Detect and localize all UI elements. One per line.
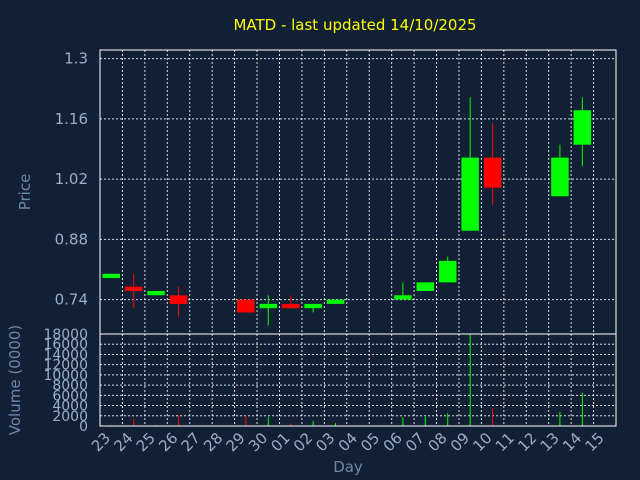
volume-tick-label: 4000	[52, 399, 88, 415]
price-tick-label: 1.3	[64, 50, 88, 68]
price-tick-label: 1.02	[55, 170, 88, 188]
candle-body	[304, 303, 322, 309]
volume-panel-frame	[99, 333, 617, 427]
candle-body	[573, 110, 592, 145]
price-panel-frame	[99, 49, 617, 335]
price-panel: 1.3 1.16 1.02 0.88 0.74	[55, 49, 617, 335]
candle-body	[416, 282, 435, 291]
candle-body	[394, 295, 412, 300]
candle-body	[237, 299, 255, 313]
candle-body	[124, 286, 143, 291]
price-axis-label: Price	[16, 174, 34, 211]
volume-tick-label: 10000	[43, 368, 88, 384]
candle-body	[259, 303, 278, 309]
x-axis: 2324252627282930010203040506070809101112…	[88, 429, 608, 455]
x-tick-label: 15	[581, 429, 607, 455]
price-tick-label: 0.74	[55, 291, 88, 309]
x-axis-label: Day	[333, 458, 363, 476]
candle-body	[438, 260, 457, 283]
volume-tick-label: 8000	[52, 378, 88, 394]
candle-body	[102, 273, 120, 279]
volume-axis-label: Volume (0000)	[6, 325, 24, 435]
volume-tick-label: 2000	[52, 409, 88, 425]
price-tick-label: 0.88	[55, 230, 88, 248]
price-tick-label: 1.16	[55, 110, 88, 128]
chart-title: MATD - last updated 14/10/2025	[233, 16, 476, 34]
volume-panel: 1800016000140001200010000800060004000200…	[43, 327, 617, 435]
volume-tick-label: 16000	[43, 337, 88, 353]
volume-tick-label: 6000	[52, 388, 88, 404]
candle-body	[326, 299, 345, 304]
volume-tick-label: 14000	[43, 347, 88, 363]
volume-tick-label: 0	[79, 419, 88, 435]
candle-body	[483, 157, 502, 188]
volume-tick-label: 12000	[43, 358, 88, 374]
candle-body	[461, 157, 479, 231]
candle-body	[281, 303, 300, 309]
candle-body	[551, 157, 569, 197]
candle-body	[147, 290, 165, 296]
candle-body	[169, 295, 188, 304]
volume-tick-label: 18000	[43, 327, 88, 343]
